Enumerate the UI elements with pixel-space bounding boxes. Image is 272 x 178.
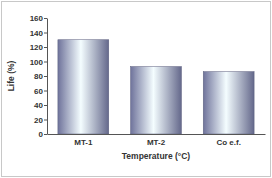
y-tick-label: 160 [30,14,44,23]
y-tick: 100 [30,58,47,67]
y-tick-label: 120 [30,43,44,52]
bar [203,72,254,134]
chart: 0 20 40 60 80 100 120 140 160 MT-1 MT-2 Co e.f. Temp… [0,0,272,178]
y-tick-label: 60 [34,87,43,96]
y-tick: 60 [34,87,47,96]
y-axis-line [47,19,48,135]
y-tick-mark [44,91,47,92]
y-tick: 120 [30,43,47,52]
y-tick: 140 [30,29,47,38]
y-tick: 80 [34,72,47,81]
y-tick-mark [44,105,47,106]
y-tick-mark [44,120,47,121]
x-tick-label: MT-2 [147,138,166,147]
x-tick: MT-2 [147,134,166,147]
bar [58,40,109,134]
y-tick-mark [44,18,47,19]
y-tick-mark [44,76,47,77]
frame [2,2,271,177]
y-tick: 20 [34,116,47,125]
y-tick-mark [44,33,47,34]
x-tick-label: MT-1 [74,138,93,147]
y-tick-label: 20 [34,116,43,125]
bars [58,40,254,134]
x-axis-line [48,134,266,135]
y-tick-label: 0 [39,130,44,139]
y-tick-label: 80 [34,72,43,81]
y-tick-mark [44,134,47,135]
x-axis: MT-1 MT-2 Co e.f. [48,134,266,147]
y-axis: 0 20 40 60 80 100 120 140 160 [30,14,48,139]
y-tick-mark [44,62,47,63]
x-tick-label: Co e.f. [216,138,240,147]
y-tick-mark [44,47,47,48]
y-tick-label: 40 [34,101,43,110]
x-tick: MT-1 [74,134,93,147]
y-tick: 40 [34,101,47,110]
y-tick-label: 100 [30,58,44,67]
y-tick: 160 [30,14,47,23]
y-tick-label: 140 [30,29,44,38]
x-tick: Co e.f. [216,134,240,147]
y-axis-title: Life (%) [6,60,16,91]
bar [131,67,182,134]
x-axis-title: Temperature (°C) [122,151,191,161]
y-tick: 0 [39,130,47,139]
